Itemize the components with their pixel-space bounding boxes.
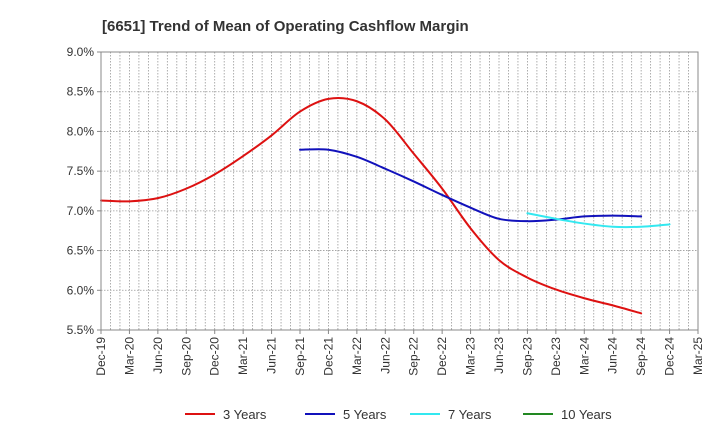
series-line-3-years (100, 96, 643, 315)
y-tick-label: 5.5% (67, 323, 95, 337)
x-tick-label: Dec-20 (208, 337, 222, 376)
x-tick-label: Mar-24 (577, 337, 591, 375)
x-axis: Dec-19 Mar-20 Jun-20 Sep-20 Dec-20 Mar-21 Jun-… (94, 330, 705, 376)
y-tick-label: 8.5% (67, 85, 95, 99)
legend: 3 Years 5 Years 7 Years 10 Years (185, 407, 612, 422)
x-tick-label: Dec-19 (94, 337, 108, 376)
legend-label: 7 Years (448, 407, 492, 422)
y-tick-label: 9.0% (67, 45, 95, 59)
y-tick-label: 6.5% (67, 244, 95, 258)
x-tick-label: Sep-21 (293, 337, 307, 376)
x-tick-label: Dec-24 (663, 337, 677, 376)
plot-frame (100, 51, 699, 331)
y-tick-label: 7.5% (67, 164, 95, 178)
x-tick-label: Dec-22 (435, 337, 449, 376)
x-tick-label: Mar-25 (691, 337, 705, 375)
x-tick-label: Mar-20 (122, 337, 136, 375)
x-tick-label: Jun-21 (265, 337, 279, 374)
legend-label: 10 Years (561, 407, 612, 422)
y-axis: 5.5% 6.0% 6.5% 7.0% 7.5% 8.0% 8.5% 9.0% (67, 45, 101, 337)
x-tick-label: Mar-23 (464, 337, 478, 375)
x-tick-label: Sep-24 (634, 337, 648, 376)
series-line-7-years (526, 212, 671, 229)
legend-label: 3 Years (223, 407, 267, 422)
series-line-5-years (299, 148, 643, 223)
y-tick-label: 8.0% (67, 124, 95, 138)
series-lines (100, 96, 671, 315)
chart-title: [6651] Trend of Mean of Operating Cashfl… (102, 18, 469, 35)
x-tick-label: Jun-23 (492, 337, 506, 374)
x-tick-label: Sep-20 (179, 337, 193, 376)
y-tick-label: 6.0% (67, 283, 95, 297)
y-tick-label: 7.0% (67, 204, 95, 218)
x-tick-label: Jun-20 (151, 337, 165, 374)
x-tick-label: Dec-23 (549, 337, 563, 376)
grid-lines (101, 52, 698, 330)
x-tick-label: Sep-22 (407, 337, 421, 376)
x-tick-label: Mar-21 (236, 337, 250, 375)
legend-label: 5 Years (343, 407, 387, 422)
x-tick-label: Mar-22 (350, 337, 364, 375)
x-tick-label: Jun-24 (606, 337, 620, 374)
x-tick-label: Sep-23 (520, 337, 534, 376)
x-tick-label: Jun-22 (378, 337, 392, 374)
x-tick-label: Dec-21 (321, 337, 335, 376)
